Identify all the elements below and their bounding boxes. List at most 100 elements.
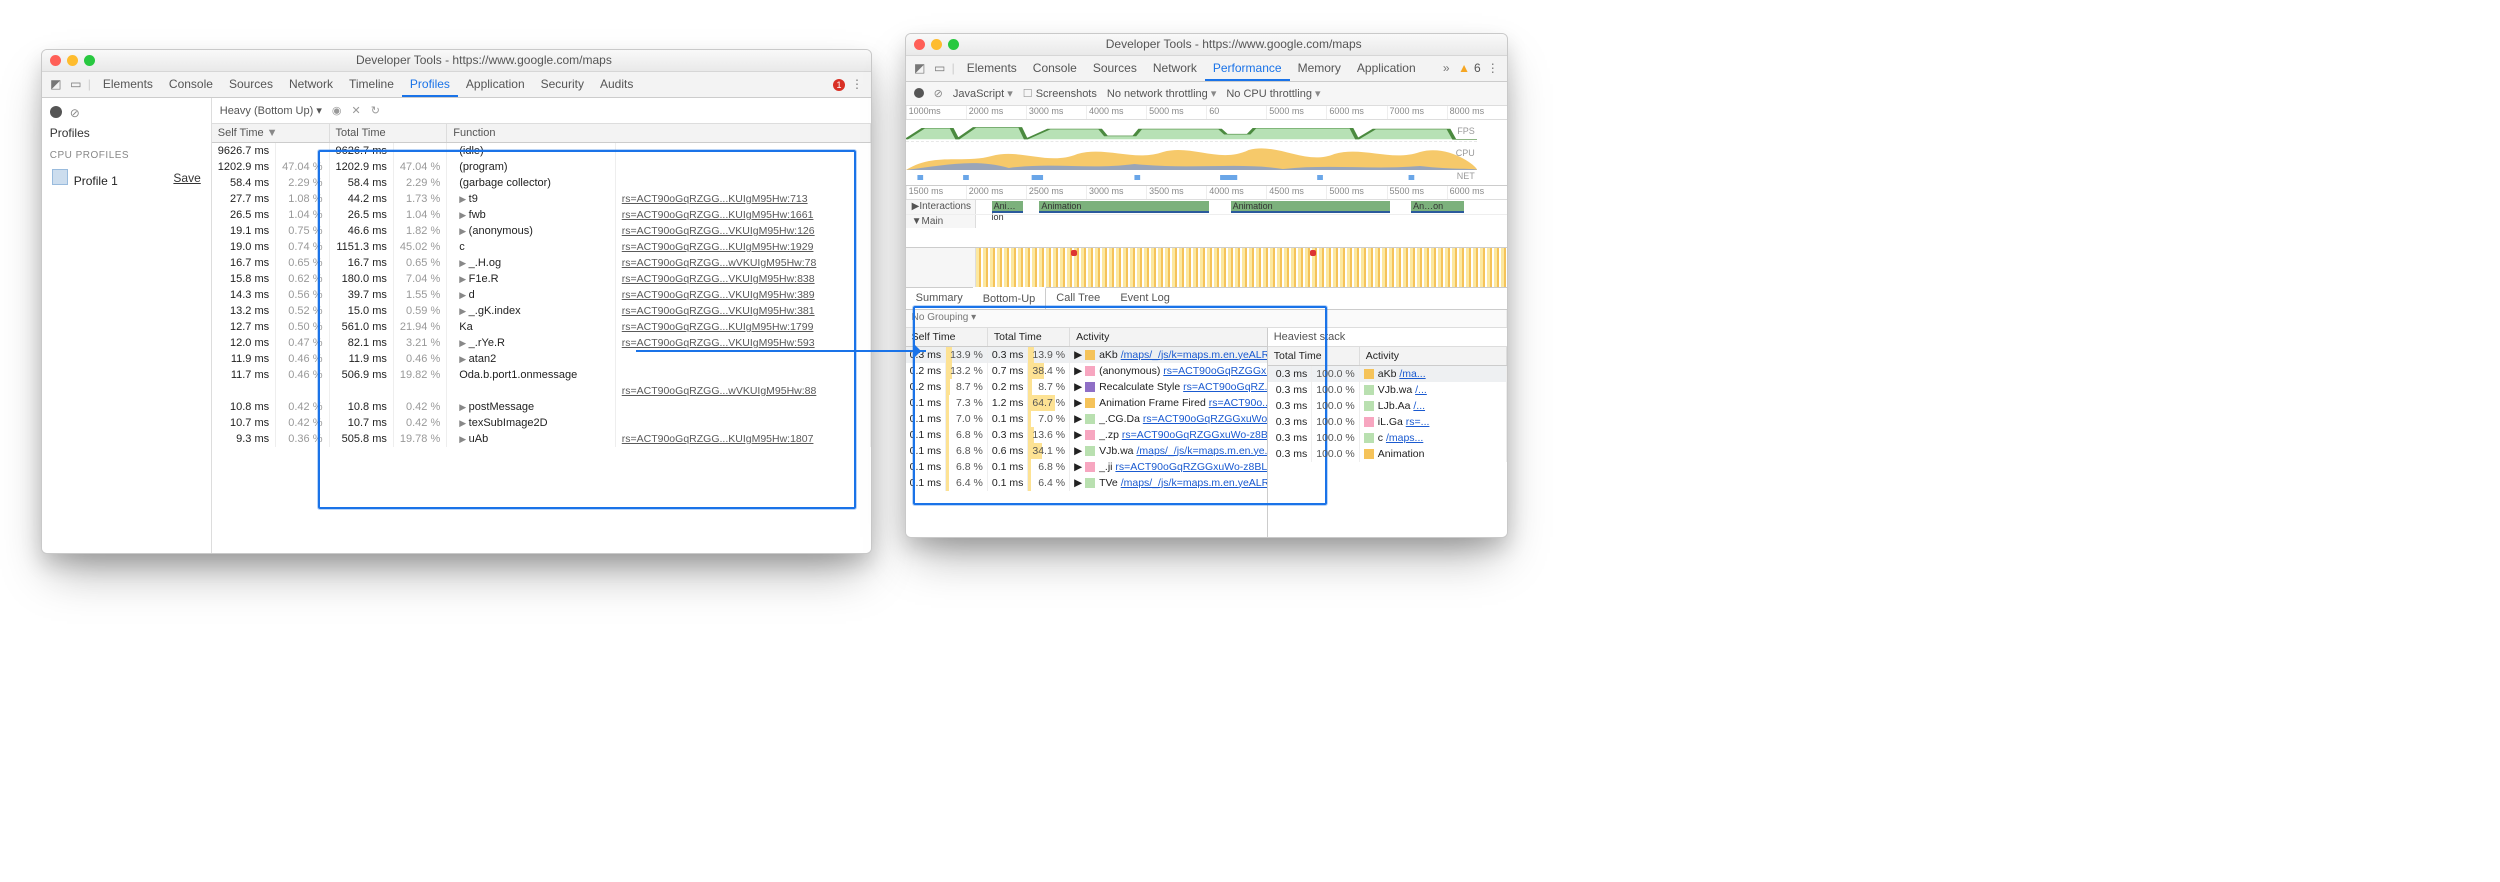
table-row[interactable]: 0.3 ms100.0 % LJb.Aa /...	[1268, 398, 1507, 414]
source-link[interactable]: rs=ACT90oGqRZGGxuWo-z8BL...	[1115, 461, 1266, 473]
table-row[interactable]: 26.5 ms1.04 % 26.5 ms1.04 % fwb rs=ACT90…	[212, 207, 871, 223]
col-fn[interactable]: Function	[447, 124, 871, 143]
titlebar[interactable]: Developer Tools - https://www.google.com…	[42, 50, 871, 72]
source-link[interactable]: rs=ACT90oGqRZGG...wVKUIgM95Hw:78	[622, 257, 817, 269]
source-link[interactable]: rs=ACT90oGqRZGG...VKUIgM95Hw:126	[622, 225, 815, 237]
minimize-icon[interactable]	[67, 55, 78, 66]
source-link[interactable]: rs=ACT90oGqRZGG...VKUIgM95Hw:389	[622, 289, 815, 301]
table-row[interactable]: 0.3 ms100.0 % iL.Ga rs=...	[1268, 414, 1507, 430]
tab-elements[interactable]: Elements	[95, 73, 161, 95]
table-row[interactable]: 0.1 ms 6.8 % 0.3 ms 13.6 % ▶ _.zp rs=ACT…	[906, 427, 1267, 443]
table-row[interactable]: 14.3 ms0.56 % 39.7 ms1.55 % d rs=ACT90oG…	[212, 287, 871, 303]
col-total[interactable]: Total Time	[987, 328, 1069, 347]
close-icon[interactable]	[50, 55, 61, 66]
flame-chart[interactable]	[906, 248, 1507, 288]
traffic-lights[interactable]	[50, 55, 95, 66]
tab-security[interactable]: Security	[533, 73, 592, 95]
table-row[interactable]: 0.3 ms100.0 % aKb /ma...	[1268, 365, 1507, 382]
table-row[interactable]: 0.3 ms100.0 % VJb.wa /...	[1268, 382, 1507, 398]
source-link[interactable]: rs=ACT90oGqRZGGxuWo...	[1143, 413, 1267, 425]
zoom-icon[interactable]	[84, 55, 95, 66]
save-link[interactable]: Save	[173, 171, 200, 185]
zoom-ruler[interactable]: 1500 ms2000 ms2500 ms3000 ms3500 ms4000 …	[906, 186, 1507, 200]
table-row[interactable]: 16.7 ms0.65 % 16.7 ms0.65 % _.H.og rs=AC…	[212, 255, 871, 271]
tab-performance[interactable]: Performance	[1205, 57, 1290, 81]
device-icon[interactable]: ▭	[932, 61, 948, 75]
source-link[interactable]: rs=ACT90oGqRZGGx...	[1163, 365, 1266, 377]
source-link[interactable]: /maps/_/js/k=maps.m.en.yeALR...	[1121, 349, 1267, 361]
source-link[interactable]: rs=ACT90oGqRZGG...VKUIgM95Hw:593	[622, 337, 815, 349]
table-row[interactable]: 19.1 ms0.75 % 46.6 ms1.82 % (anonymous) …	[212, 223, 871, 239]
table-row[interactable]: 11.7 ms0.46 % 506.9 ms19.82 % Oda.b.port…	[212, 367, 871, 383]
traffic-lights[interactable]	[914, 39, 959, 50]
tab-console[interactable]: Console	[1025, 57, 1085, 79]
table-row[interactable]: 10.8 ms0.42 % 10.8 ms0.42 % postMessage	[212, 399, 871, 415]
table-row[interactable]: 0.1 ms 6.8 % 0.6 ms 34.1 % ▶ VJb.wa /map…	[906, 443, 1267, 459]
reload-icon[interactable]: ↻	[371, 104, 380, 117]
tab-sources[interactable]: Sources	[1085, 57, 1145, 79]
source-link[interactable]: /maps/_/js/k=maps.m.en.ye...	[1136, 445, 1266, 457]
view-dropdown[interactable]: Heavy (Bottom Up)	[220, 104, 322, 117]
table-row[interactable]: 12.7 ms0.50 % 561.0 ms21.94 % Ka rs=ACT9…	[212, 319, 871, 335]
overview[interactable]: FPS CPU NET	[906, 120, 1507, 186]
butab-summary[interactable]: Summary	[906, 288, 973, 309]
kebab-icon[interactable]: ⋮	[1485, 61, 1501, 75]
col-activity[interactable]: Activity	[1070, 328, 1267, 347]
source-link[interactable]: rs=ACT90oGqRZGG...KUIgM95Hw:1929	[622, 241, 814, 253]
record-icon[interactable]	[914, 88, 924, 98]
inspect-icon[interactable]: ◩	[912, 61, 928, 75]
source-link[interactable]: rs=ACT90oGqRZGGxuWo-z8B...	[1122, 429, 1267, 441]
table-row[interactable]: 11.9 ms0.46 % 11.9 ms0.46 % atan2	[212, 351, 871, 367]
butab-event-log[interactable]: Event Log	[1110, 288, 1180, 309]
source-link[interactable]: rs=ACT90oGqRZGG...KUIgM95Hw:1661	[622, 209, 814, 221]
table-row[interactable]: rs=ACT90oGqRZGG...wVKUIgM95Hw:88	[212, 383, 871, 399]
clear-icon[interactable]: ⊘	[70, 106, 80, 120]
tab-elements[interactable]: Elements	[959, 57, 1025, 79]
table-row[interactable]: 58.4 ms2.29 % 58.4 ms2.29 % (garbage col…	[212, 175, 871, 191]
col-self[interactable]: Self Time	[212, 124, 329, 143]
kebab-icon[interactable]: ⋮	[849, 77, 865, 91]
overview-ruler[interactable]: 1000ms2000 ms3000 ms4000 ms5000 ms605000…	[906, 106, 1507, 120]
source-link[interactable]: rs=ACT90oGqRZ...	[1183, 381, 1267, 393]
error-badge[interactable]: 1	[833, 77, 845, 91]
screenshots-checkbox[interactable]: Screenshots	[1023, 87, 1097, 100]
minimize-icon[interactable]	[931, 39, 942, 50]
network-throttle[interactable]: No network throttling	[1107, 87, 1216, 100]
inspect-icon[interactable]: ◩	[48, 77, 64, 91]
tracks[interactable]: ▶ Interactions Ani…ionAnimationAnimation…	[906, 200, 1507, 248]
tab-network[interactable]: Network	[1145, 57, 1205, 79]
tab-memory[interactable]: Memory	[1290, 57, 1349, 79]
source-link[interactable]: rs=ACT90oGqRZGG...wVKUIgM95Hw:88	[622, 385, 817, 397]
butab-call-tree[interactable]: Call Tree	[1046, 288, 1110, 309]
table-row[interactable]: 1202.9 ms47.04 % 1202.9 ms47.04 % (progr…	[212, 159, 871, 175]
tab-timeline[interactable]: Timeline	[341, 73, 402, 95]
butab-bottom-up[interactable]: Bottom-Up	[973, 287, 1047, 309]
tab-console[interactable]: Console	[161, 73, 221, 95]
record-icon[interactable]	[50, 106, 62, 118]
table-row[interactable]: 0.3 ms 13.9 % 0.3 ms 13.9 % ▶ aKb /maps/…	[906, 346, 1267, 363]
tab-profiles[interactable]: Profiles	[402, 73, 458, 97]
table-row[interactable]: 0.2 ms 13.2 % 0.7 ms 38.4 % ▶ (anonymous…	[906, 363, 1267, 379]
source-link[interactable]: rs=ACT90oGqRZGG...KUIgM95Hw:1807	[622, 433, 814, 445]
col-self[interactable]: Self Time	[906, 328, 988, 347]
tab-application[interactable]: Application	[1349, 57, 1424, 79]
tab-audits[interactable]: Audits	[592, 73, 641, 95]
more-icon[interactable]: »	[1438, 61, 1454, 75]
grouping-dropdown[interactable]: No Grouping ▾	[906, 310, 1507, 327]
col-total[interactable]: Total Time	[329, 124, 447, 143]
zoom-icon[interactable]	[948, 39, 959, 50]
table-row[interactable]: 13.2 ms0.52 % 15.0 ms0.59 % _.gK.index r…	[212, 303, 871, 319]
table-row[interactable]: 0.1 ms 6.4 % 0.1 ms 6.4 % ▶ TVe /maps/_/…	[906, 475, 1267, 491]
table-row[interactable]: 0.1 ms 7.0 % 0.1 ms 7.0 % ▶ _.CG.Da rs=A…	[906, 411, 1267, 427]
table-row[interactable]: 10.7 ms0.42 % 10.7 ms0.42 % texSubImage2…	[212, 415, 871, 431]
source-link[interactable]: rs=ACT90o...	[1209, 397, 1267, 409]
table-row[interactable]: 0.1 ms 6.8 % 0.1 ms 6.8 % ▶ _.ji rs=ACT9…	[906, 459, 1267, 475]
tab-network[interactable]: Network	[281, 73, 341, 95]
close-icon[interactable]	[914, 39, 925, 50]
table-row[interactable]: 9.3 ms0.36 % 505.8 ms19.78 % uAb rs=ACT9…	[212, 431, 871, 447]
source-link[interactable]: rs=ACT90oGqRZGG...VKUIgM95Hw:381	[622, 305, 815, 317]
clear-icon[interactable]: ⊘	[934, 87, 943, 100]
warning-icon[interactable]: ▲	[1458, 61, 1470, 75]
device-icon[interactable]: ▭	[68, 77, 84, 91]
source-link[interactable]: rs=ACT90oGqRZGG...KUIgM95Hw:1799	[622, 321, 814, 333]
